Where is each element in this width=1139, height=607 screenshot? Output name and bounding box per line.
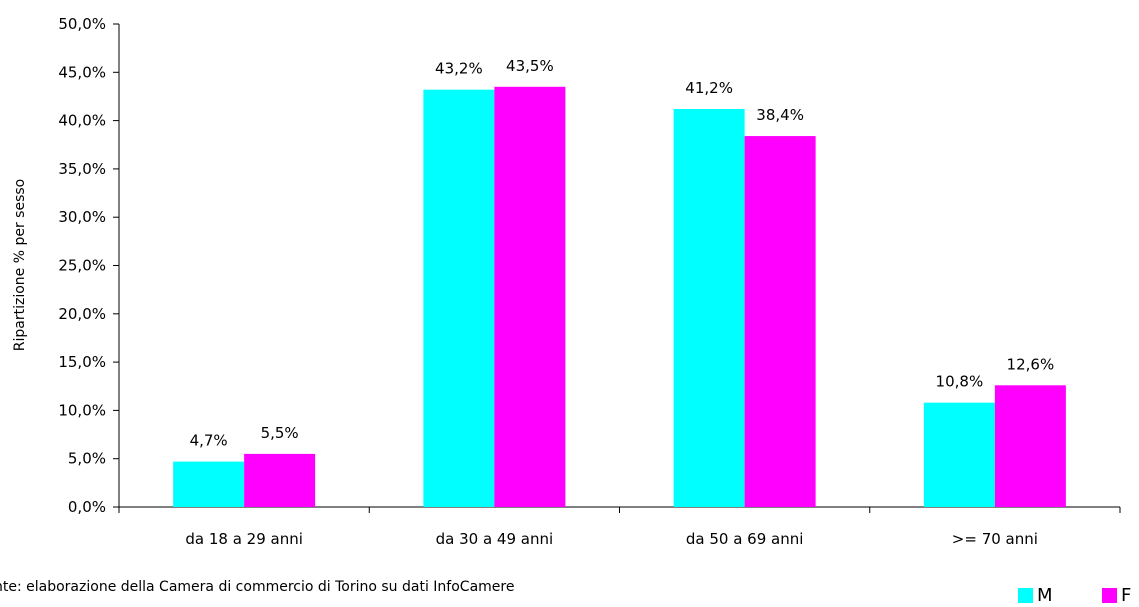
bar-f xyxy=(494,86,566,507)
y-tick-label: 45,0% xyxy=(58,63,106,81)
y-tick-label: 30,0% xyxy=(58,208,106,226)
bar-m xyxy=(673,109,745,508)
bar-f xyxy=(244,453,316,507)
chart-axes: 0,0% 5,0% 10,0% 15,0% 20,0% 25,0% 30,0% 35,0% 40… xyxy=(58,15,1121,548)
legend-swatch-m xyxy=(1018,588,1033,603)
chart-data-labels: 4,7% 5,5% 43,2% 43,5% 41,2% 38,4% 10,8% 12,6% xyxy=(190,57,1055,450)
y-tick-label: 35,0% xyxy=(58,160,106,178)
data-label-m: 43,2% xyxy=(435,60,483,78)
y-tick-label: 0,0% xyxy=(68,498,106,516)
data-label-m: 4,7% xyxy=(190,432,228,450)
y-tick-label: 20,0% xyxy=(58,305,106,323)
x-category-label: da 50 a 69 anni xyxy=(686,530,804,548)
y-tick-label: 25,0% xyxy=(58,257,106,275)
data-label-m: 41,2% xyxy=(685,79,733,97)
bar-m xyxy=(173,461,245,507)
bar-m xyxy=(423,89,495,508)
legend-item-m: M xyxy=(1018,585,1053,606)
y-tick-label: 50,0% xyxy=(58,15,106,33)
y-axis-title: Ripartizione % per sesso xyxy=(12,179,28,351)
bar-f xyxy=(744,136,816,507)
data-label-f: 38,4% xyxy=(756,106,804,124)
legend-swatch-f xyxy=(1102,588,1117,603)
data-label-f: 5,5% xyxy=(261,424,299,442)
legend-label-f: F xyxy=(1121,585,1132,606)
x-category-label: da 30 a 49 anni xyxy=(436,530,554,548)
source-note: nte: elaborazione della Camera di commer… xyxy=(0,579,515,595)
y-tick-label: 40,0% xyxy=(58,112,106,130)
bar-m xyxy=(923,402,995,507)
data-label-m: 10,8% xyxy=(936,373,984,391)
y-tick-label: 10,0% xyxy=(58,401,106,419)
bar-f xyxy=(994,385,1066,507)
y-tick-label: 5,0% xyxy=(68,450,106,468)
chart-bars xyxy=(173,86,1066,508)
data-label-f: 43,5% xyxy=(506,57,554,75)
legend-item-f: F xyxy=(1102,585,1131,606)
x-category-label: >= 70 anni xyxy=(952,530,1038,548)
x-category-label: da 18 a 29 anni xyxy=(185,530,303,548)
data-label-f: 12,6% xyxy=(1007,355,1055,373)
legend-label-m: M xyxy=(1037,585,1053,606)
y-tick-label: 15,0% xyxy=(58,353,106,371)
